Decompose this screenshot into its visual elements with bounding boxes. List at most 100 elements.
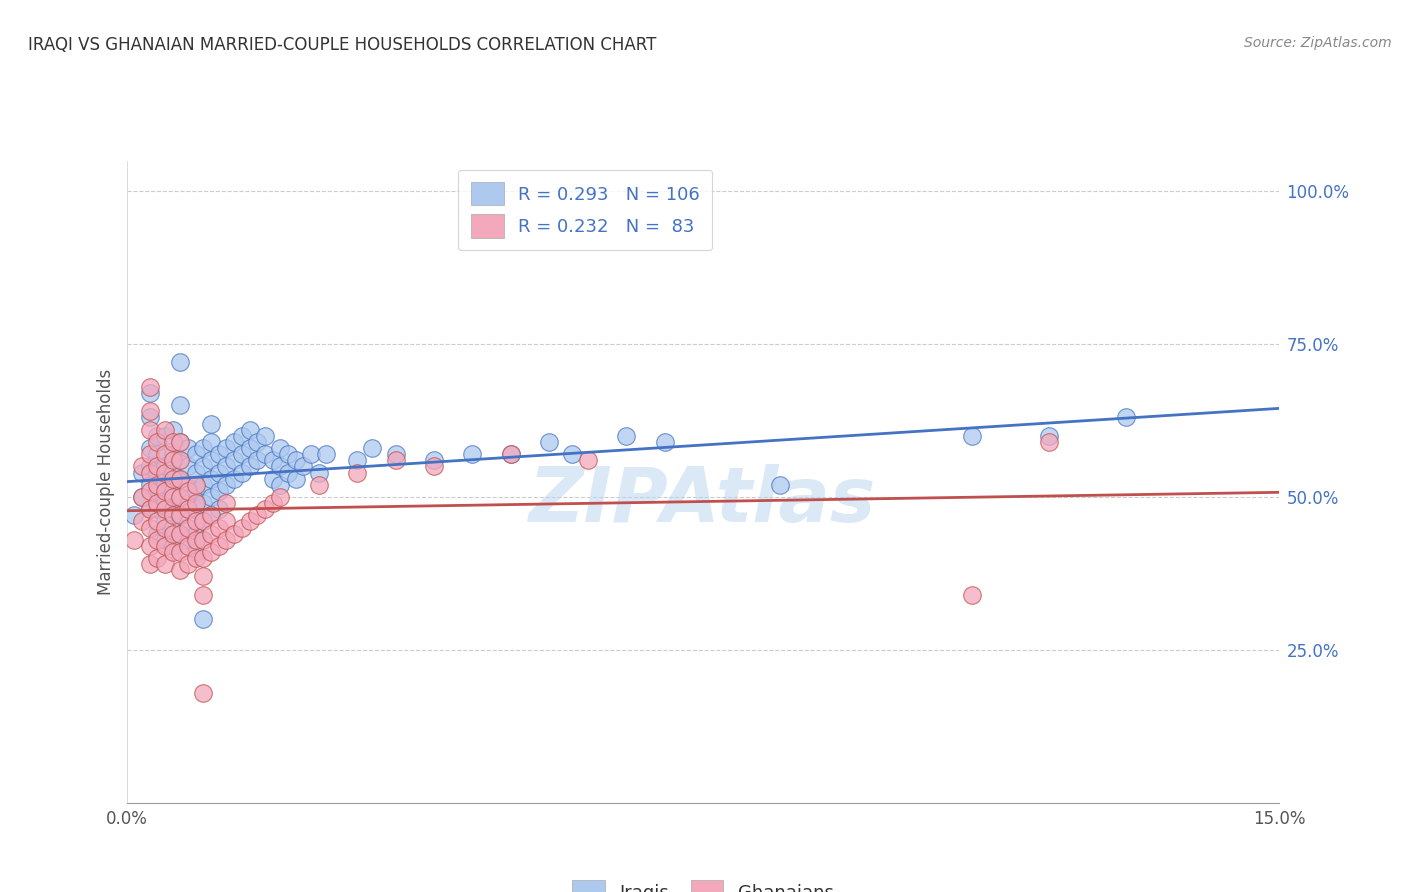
Point (246, 434, 269, 449)
Point (269, 490, 291, 504)
Point (499, 447, 522, 461)
Point (169, 472, 191, 486)
Point (153, 477, 176, 491)
Point (200, 417, 222, 431)
Point (153, 520, 176, 534)
Point (184, 466, 207, 480)
Point (193, 686, 215, 700)
Point (162, 423, 184, 437)
Point (184, 551, 207, 566)
Point (277, 447, 299, 461)
Point (162, 526, 184, 541)
Point (138, 502, 160, 516)
Point (384, 453, 406, 467)
Point (193, 612, 215, 626)
Point (253, 429, 276, 443)
Point (138, 459, 160, 474)
Point (138, 539, 160, 553)
Point (138, 410, 160, 425)
Point (177, 459, 200, 474)
Legend: Iraqis, Ghanaians: Iraqis, Ghanaians (561, 870, 845, 892)
Point (200, 490, 222, 504)
Point (146, 429, 169, 443)
Point (169, 434, 191, 449)
Point (184, 477, 207, 491)
Point (277, 466, 299, 480)
Point (231, 429, 253, 443)
Point (177, 496, 200, 510)
Point (284, 472, 307, 486)
Point (146, 477, 169, 491)
Point (200, 434, 222, 449)
Point (1038, 429, 1060, 443)
Point (138, 477, 160, 491)
Point (184, 447, 207, 461)
Point (193, 496, 215, 510)
Point (169, 355, 191, 369)
Point (138, 502, 160, 516)
Point (1115, 410, 1137, 425)
Point (193, 551, 215, 566)
Point (153, 515, 176, 529)
Point (346, 453, 368, 467)
Point (138, 404, 160, 418)
Point (1038, 434, 1060, 449)
Point (138, 558, 160, 572)
Point (538, 434, 561, 449)
Point (153, 429, 176, 443)
Point (169, 453, 191, 467)
Point (146, 515, 169, 529)
Point (423, 459, 446, 474)
Point (224, 434, 246, 449)
Text: IRAQI VS GHANAIAN MARRIED-COUPLE HOUSEHOLDS CORRELATION CHART: IRAQI VS GHANAIAN MARRIED-COUPLE HOUSEHO… (28, 36, 657, 54)
Point (238, 515, 260, 529)
Point (153, 459, 176, 474)
Point (131, 459, 153, 474)
Point (131, 490, 153, 504)
Point (131, 466, 153, 480)
Point (200, 545, 222, 559)
Point (162, 472, 184, 486)
Point (184, 502, 207, 516)
Point (169, 434, 191, 449)
Point (138, 466, 160, 480)
Point (162, 453, 184, 467)
Point (262, 472, 284, 486)
Text: ZIPAtlas: ZIPAtlas (529, 464, 877, 538)
Point (215, 515, 238, 529)
Point (177, 515, 200, 529)
Point (169, 398, 191, 412)
Point (193, 441, 215, 455)
Point (146, 459, 169, 474)
Point (184, 526, 207, 541)
Point (146, 434, 169, 449)
Point (269, 477, 291, 491)
Point (162, 545, 184, 559)
Point (200, 508, 222, 523)
Point (200, 508, 222, 523)
Point (193, 477, 215, 491)
Point (146, 447, 169, 461)
Point (208, 539, 231, 553)
Point (177, 483, 200, 498)
Point (960, 429, 983, 443)
Point (193, 515, 215, 529)
Point (169, 526, 191, 541)
Point (131, 515, 153, 529)
Point (169, 563, 191, 577)
Point (215, 441, 238, 455)
Point (162, 483, 184, 498)
Point (208, 483, 231, 498)
Point (177, 520, 200, 534)
Point (184, 515, 207, 529)
Point (138, 447, 160, 461)
Point (153, 466, 176, 480)
Point (138, 380, 160, 394)
Point (423, 453, 446, 467)
Point (238, 459, 260, 474)
Point (253, 502, 276, 516)
Point (153, 533, 176, 547)
Point (269, 459, 291, 474)
Point (614, 429, 637, 443)
Point (153, 558, 176, 572)
